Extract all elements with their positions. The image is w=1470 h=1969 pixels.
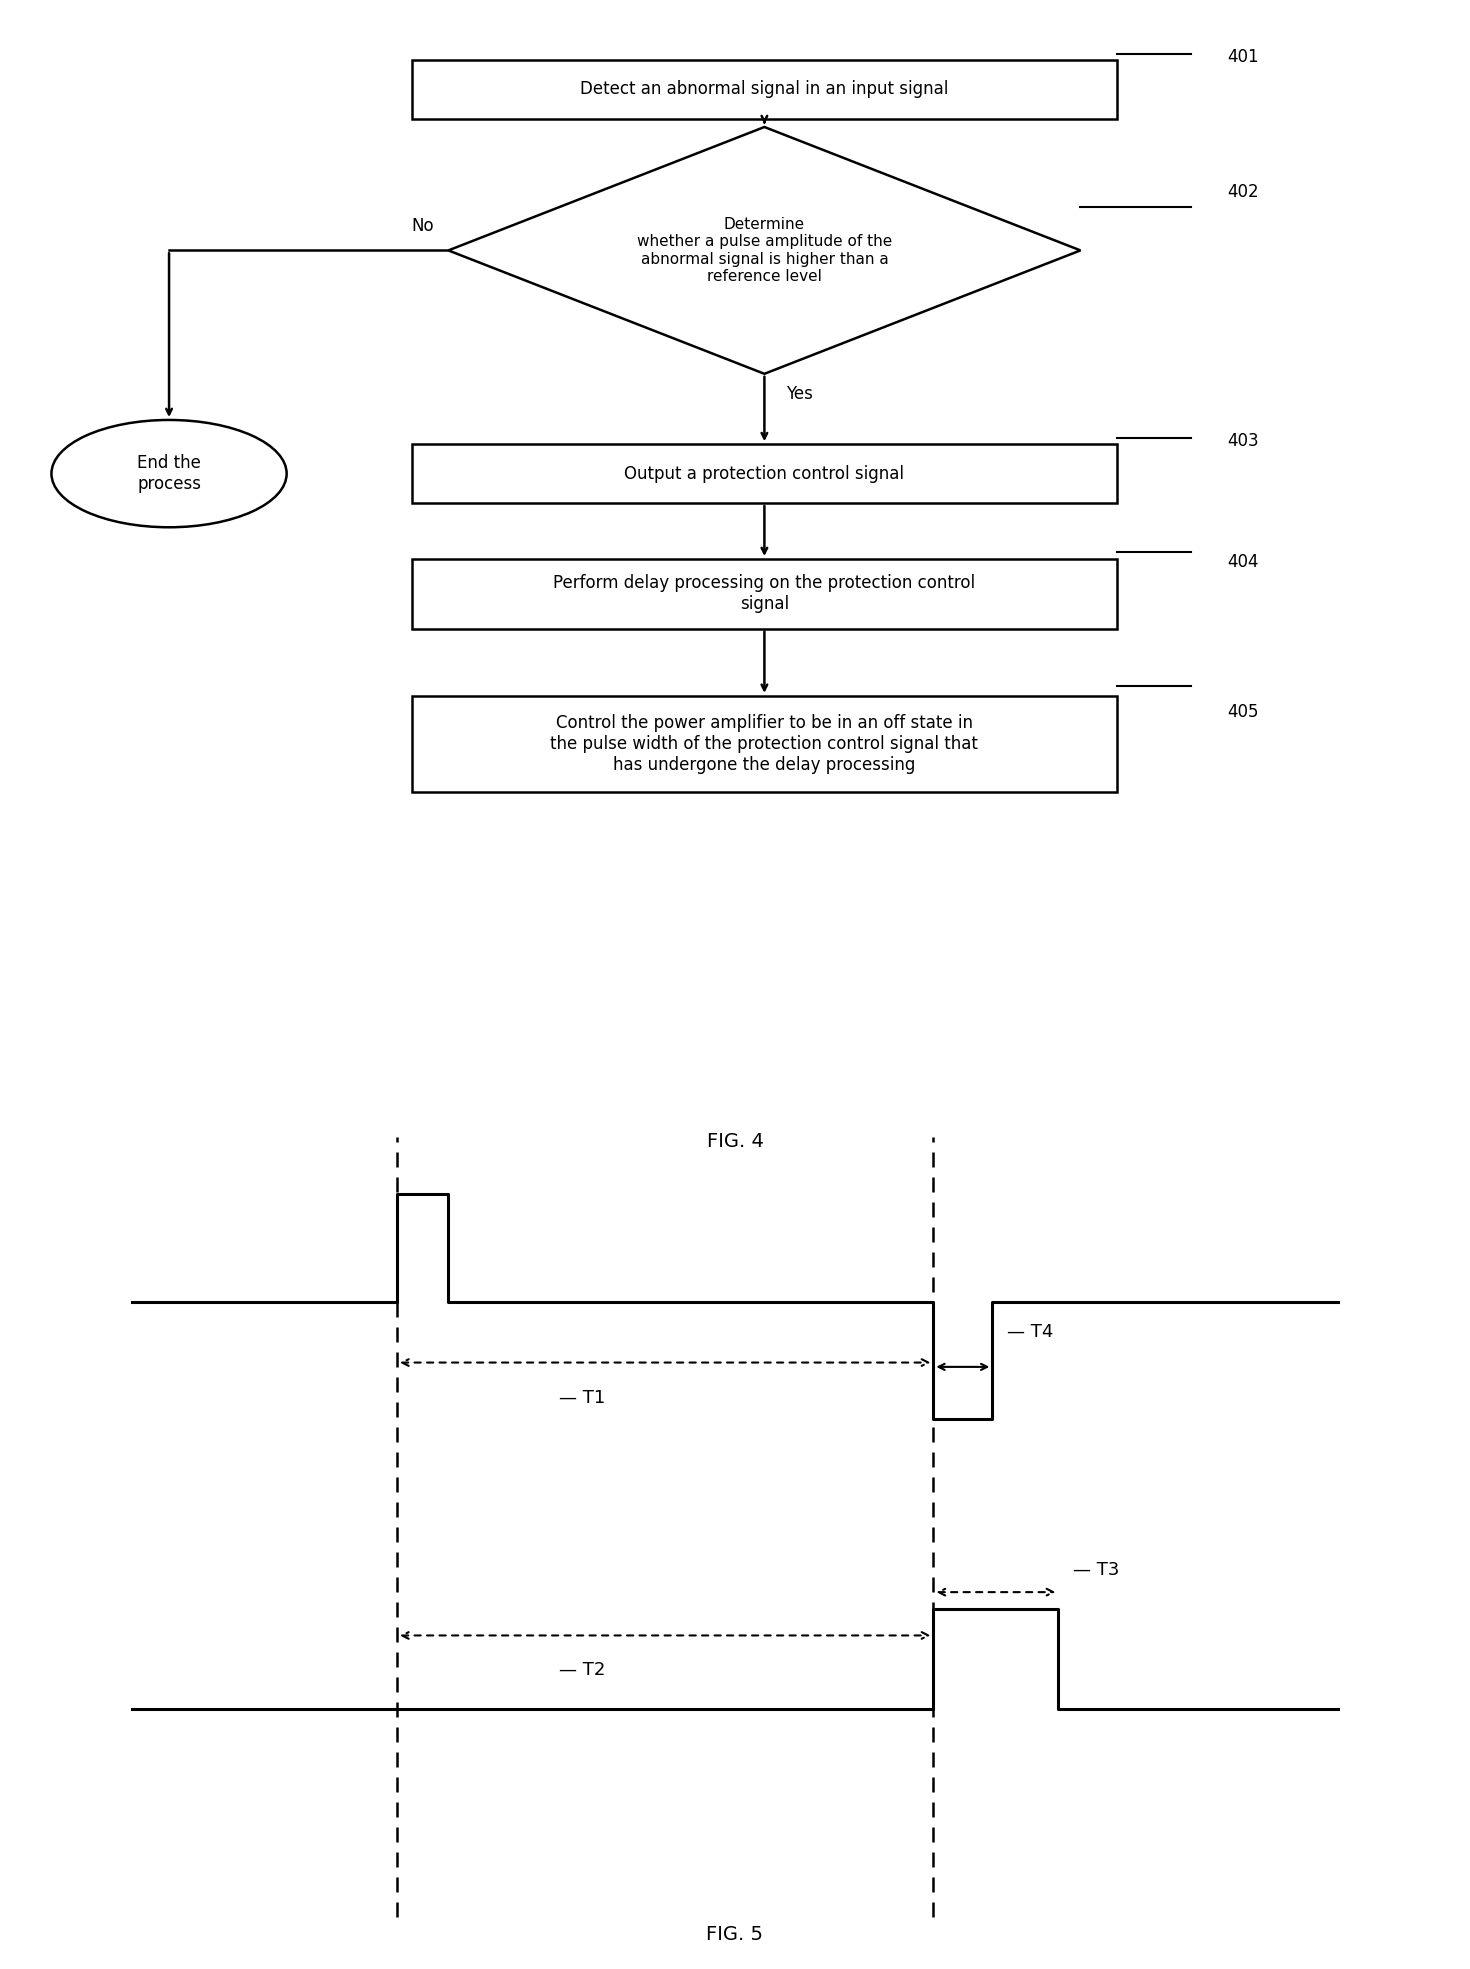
Text: No: No <box>412 217 434 234</box>
Text: FIG. 5: FIG. 5 <box>707 1926 763 1943</box>
Ellipse shape <box>51 419 287 528</box>
Text: Output a protection control signal: Output a protection control signal <box>625 465 904 482</box>
Text: End the
process: End the process <box>137 455 201 492</box>
Text: FIG. 4: FIG. 4 <box>707 1132 763 1150</box>
Text: Control the power amplifier to be in an off state in
the pulse width of the prot: Control the power amplifier to be in an … <box>550 715 979 774</box>
Text: 403: 403 <box>1227 433 1260 451</box>
Text: Yes: Yes <box>786 384 813 402</box>
Text: 405: 405 <box>1227 703 1258 721</box>
Polygon shape <box>448 126 1080 374</box>
Text: 402: 402 <box>1227 183 1260 201</box>
Text: — T4: — T4 <box>1007 1323 1054 1341</box>
FancyBboxPatch shape <box>412 59 1117 118</box>
Text: — T3: — T3 <box>1073 1561 1120 1579</box>
Text: 401: 401 <box>1227 49 1260 67</box>
Text: Determine
whether a pulse amplitude of the
abnormal signal is higher than a
refe: Determine whether a pulse amplitude of t… <box>637 217 892 284</box>
Text: Perform delay processing on the protection control
signal: Perform delay processing on the protecti… <box>553 575 976 612</box>
Text: Detect an abnormal signal in an input signal: Detect an abnormal signal in an input si… <box>581 81 948 98</box>
Text: 404: 404 <box>1227 553 1258 571</box>
FancyBboxPatch shape <box>412 695 1117 792</box>
FancyBboxPatch shape <box>412 559 1117 628</box>
Text: — T1: — T1 <box>559 1388 604 1406</box>
FancyBboxPatch shape <box>412 445 1117 504</box>
Text: — T2: — T2 <box>559 1662 606 1680</box>
